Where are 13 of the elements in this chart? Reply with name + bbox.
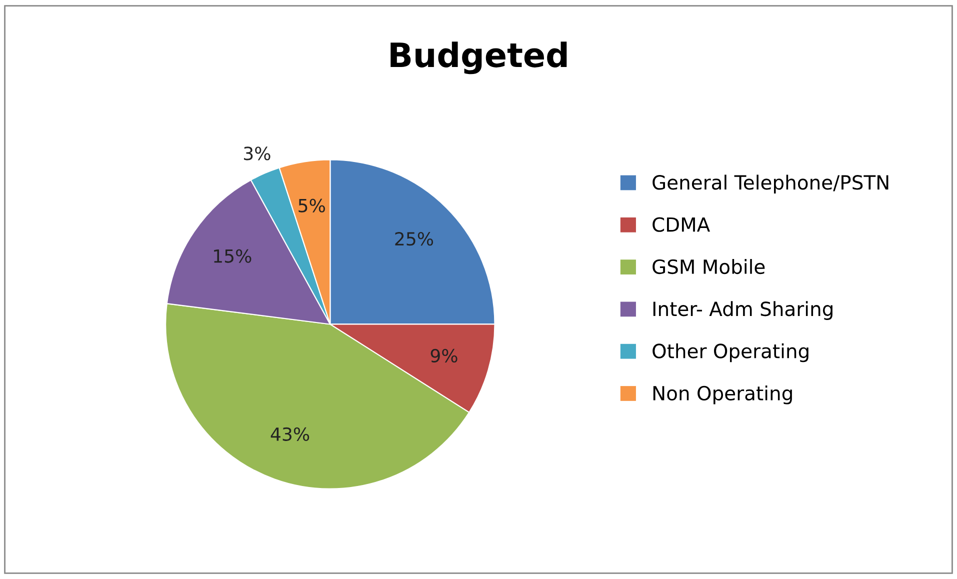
data-label: 25% xyxy=(395,232,434,246)
chart-title: Budgeted xyxy=(390,42,567,74)
legend-label: CDMA xyxy=(652,217,710,232)
data-label: 3% xyxy=(244,146,270,160)
legend-label: Non Operating xyxy=(653,385,792,404)
legend-label: Other Operating xyxy=(652,343,808,362)
data-label: 43% xyxy=(270,427,310,441)
data-label: 5% xyxy=(298,198,325,212)
data-label: 9% xyxy=(430,348,458,363)
data-label: 15% xyxy=(214,249,252,263)
legend-label: General Telephone/PSTN xyxy=(652,174,888,194)
legend-label: Inter- Adm Sharing xyxy=(653,301,832,320)
legend-label: GSM Mobile xyxy=(652,259,765,274)
